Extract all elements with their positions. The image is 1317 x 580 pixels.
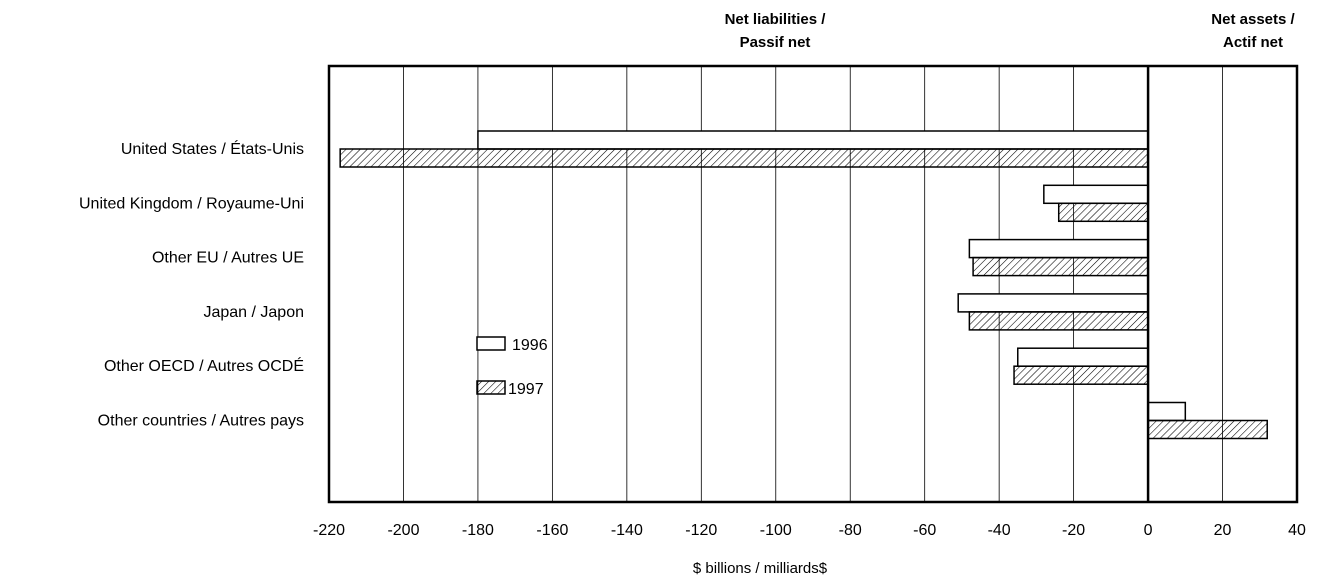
x-tick-label: -220 xyxy=(313,522,345,539)
annotation-net-liabilities-line2: Passif net xyxy=(740,34,811,51)
legend-label-1996: 1996 xyxy=(512,337,548,354)
x-tick-label: -140 xyxy=(611,522,643,539)
bar-1996-2 xyxy=(968,238,1149,259)
category-label: Other OECD / Autres OCDÉ xyxy=(104,356,304,375)
x-tick-label: -40 xyxy=(988,522,1011,539)
annotation-net-liabilities-line1: Net liabilities / xyxy=(725,11,827,28)
x-tick-label: -160 xyxy=(536,522,568,539)
category-labels: United States / États-Unis United Kingdom… xyxy=(79,139,304,430)
plot-area-border xyxy=(327,64,1299,504)
x-tick-label: 20 xyxy=(1214,522,1232,539)
bar-1997-5 xyxy=(1147,419,1268,440)
category-label: Other countries / Autres pays xyxy=(98,413,304,430)
legend-label-1997: 1997 xyxy=(508,381,544,398)
x-tick-label: -80 xyxy=(839,522,862,539)
x-tick-label: -120 xyxy=(685,522,717,539)
x-axis-tick-labels: -220 -200 -180 -160 -140 -120 -100 -80 -60 -40 -20… xyxy=(313,522,1306,539)
annotation-net-assets-line1: Net assets / xyxy=(1211,11,1295,28)
legend-swatch-1997 xyxy=(476,380,506,395)
bar-1996-5 xyxy=(1147,401,1187,422)
bar-1996-3 xyxy=(957,293,1149,313)
bar-1996-4 xyxy=(1017,347,1149,367)
category-label: Japan / Japon xyxy=(203,304,304,321)
bar-1997-4 xyxy=(1013,365,1149,385)
x-tick-label: -20 xyxy=(1062,522,1085,539)
bar-1997-1 xyxy=(1057,202,1149,223)
category-label: United States / États-Unis xyxy=(121,139,304,158)
x-tick-label: 0 xyxy=(1144,522,1153,539)
x-tick-label: -60 xyxy=(913,522,936,539)
category-label: Other EU / Autres UE xyxy=(152,250,304,267)
bar-1997-0 xyxy=(339,148,1149,168)
annotation-net-assets-line2: Actif net xyxy=(1223,34,1283,51)
bar-1996-0 xyxy=(477,130,1149,150)
legend-swatch-1996 xyxy=(476,336,506,351)
bar-1997-2 xyxy=(972,256,1149,277)
x-tick-label: -200 xyxy=(387,522,419,539)
x-axis-title: $ billions / milliards$ xyxy=(693,560,828,577)
x-tick-label: -180 xyxy=(462,522,494,539)
legend: 1996 1997 xyxy=(476,336,548,398)
bars xyxy=(339,130,1268,440)
x-tick-label: -100 xyxy=(760,522,792,539)
category-label: United Kingdom / Royaume-Uni xyxy=(79,195,304,212)
x-tick-label: 40 xyxy=(1288,522,1306,539)
bar-1997-3 xyxy=(968,311,1149,331)
bar-1996-1 xyxy=(1043,184,1149,205)
